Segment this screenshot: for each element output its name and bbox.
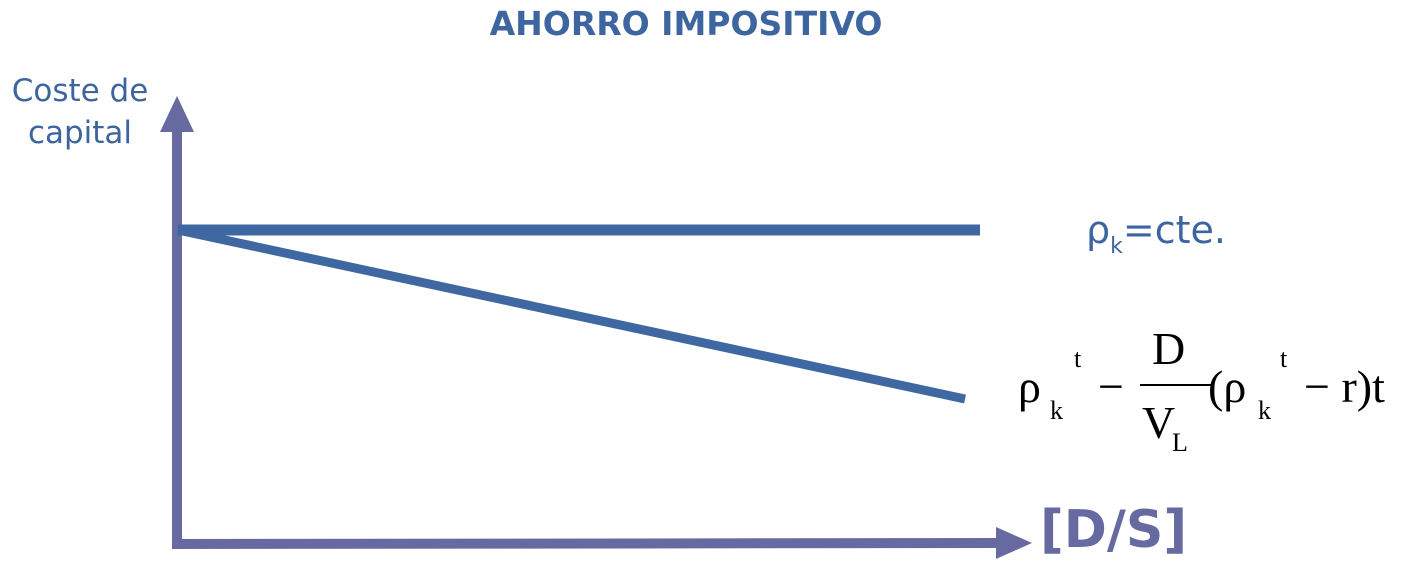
- chart-title: AHORRO IMPOSITIVO: [489, 4, 883, 43]
- formula-sub-k2: k: [1258, 396, 1271, 425]
- x-axis-label: [D/S]: [1040, 500, 1188, 560]
- formula-numerator: D: [1152, 323, 1186, 374]
- formula-sub-k: k: [1050, 396, 1063, 425]
- formula-open-rho: (ρ: [1208, 361, 1247, 412]
- y-axis-label-line1: Coste de: [11, 73, 149, 109]
- y-axis-label: Coste de capital: [0, 70, 160, 154]
- formula-sup-t2: t: [1280, 344, 1288, 373]
- x-axis-line: [171, 538, 1009, 549]
- formula-minus: −: [1098, 361, 1124, 412]
- formula-den-sub: L: [1172, 428, 1188, 457]
- formula-sup-t: t: [1074, 344, 1082, 373]
- fraction-bar: [1140, 384, 1212, 386]
- y-axis-arrowhead: [160, 96, 194, 132]
- y-axis-label-line2: capital: [27, 115, 133, 151]
- formula-denominator: V: [1142, 397, 1176, 448]
- flat-line-label: ρk=cte.: [1086, 208, 1226, 259]
- formula-rest: − r)t: [1304, 361, 1385, 412]
- x-axis-arrowhead: [996, 527, 1032, 559]
- rho-subscript: k: [1110, 234, 1123, 259]
- declining-cost-line: [177, 225, 966, 404]
- rho-rest: =cte.: [1122, 208, 1226, 252]
- rho-symbol: ρ: [1086, 208, 1111, 252]
- formula-rho: ρ: [1018, 361, 1041, 412]
